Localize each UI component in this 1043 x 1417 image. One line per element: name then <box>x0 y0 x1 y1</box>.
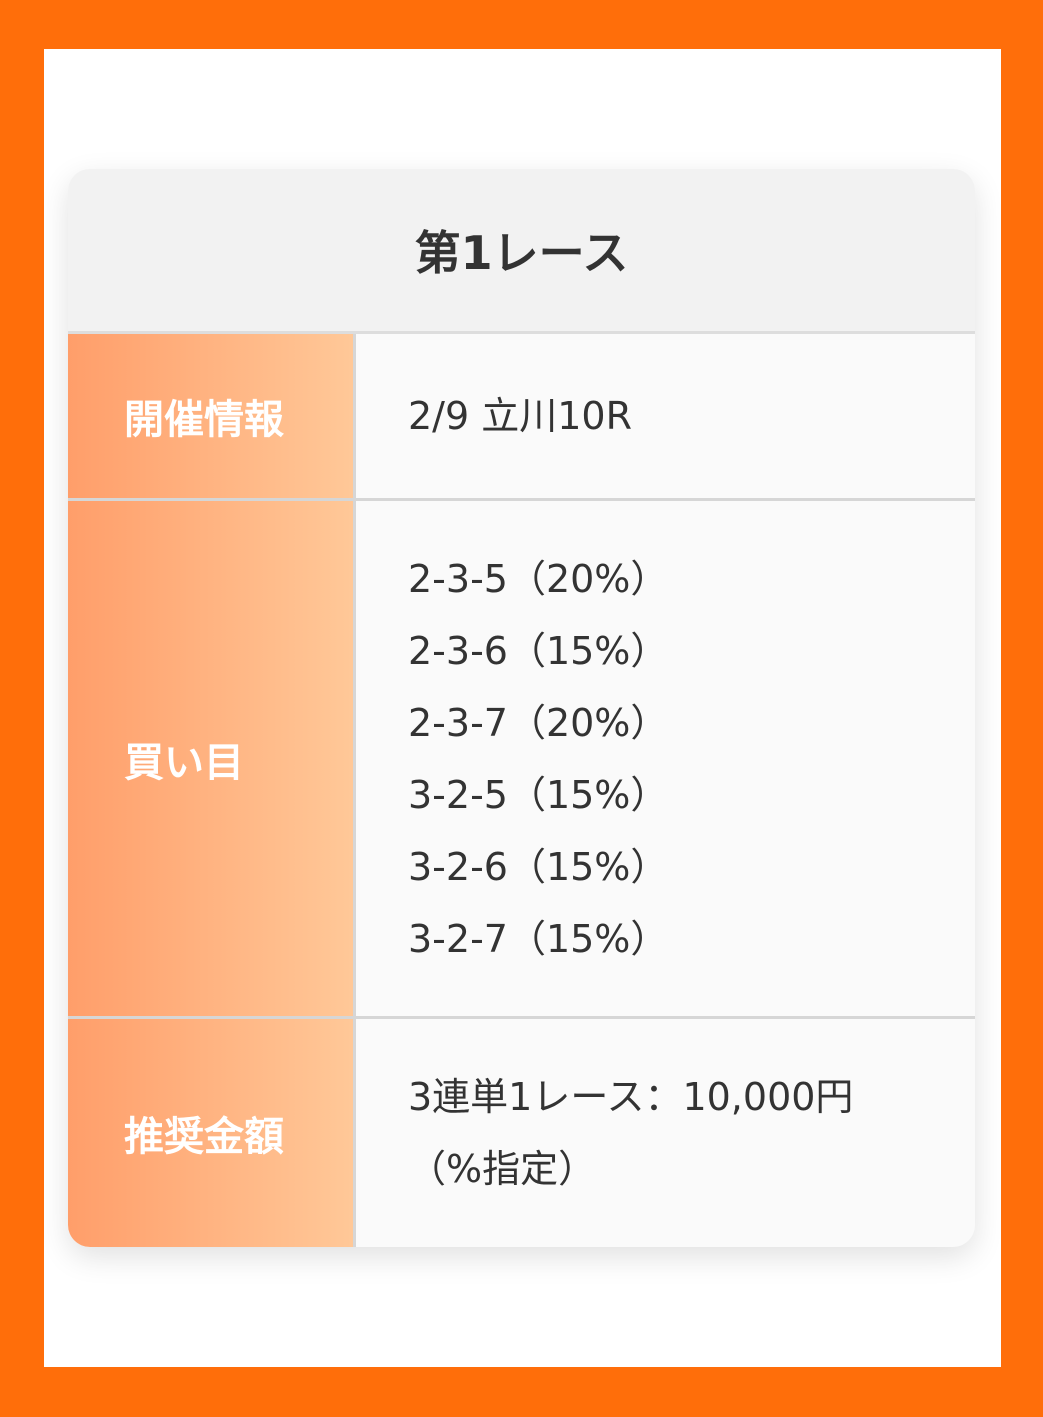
amount-note: （%指定） <box>408 1147 597 1191</box>
venue-value: 2/9 立川10R <box>408 394 632 438</box>
bet-item: 3-2-7（15%） <box>408 916 669 961</box>
row-bets: 買い目 2-3-5（20%） 2-3-6（15%） 2-3-7（20%） 3-2… <box>68 501 975 1019</box>
race-title: 第1レース <box>68 169 975 334</box>
row-label: 推奨金額 <box>68 1019 356 1247</box>
race-card: 第1レース 開催情報 2/9 立川10R 買い目 2-3-5（20%） 2-3-… <box>68 169 975 1247</box>
row-label: 買い目 <box>68 501 356 1016</box>
content-panel: 第1レース 開催情報 2/9 立川10R 買い目 2-3-5（20%） 2-3-… <box>44 49 1001 1367</box>
bet-item: 2-3-6（15%） <box>408 628 669 673</box>
bet-item: 3-2-6（15%） <box>408 844 669 889</box>
bet-item: 2-3-5（20%） <box>408 556 669 601</box>
bet-item: 3-2-5（15%） <box>408 772 669 817</box>
amount-value: 3連単1レース：10,000円 <box>408 1075 854 1119</box>
row-amount: 推奨金額 3連単1レース：10,000円 （%指定） <box>68 1019 975 1247</box>
row-label: 開催情報 <box>68 334 356 498</box>
row-venue: 開催情報 2/9 立川10R <box>68 334 975 501</box>
bet-item: 2-3-7（20%） <box>408 700 669 745</box>
